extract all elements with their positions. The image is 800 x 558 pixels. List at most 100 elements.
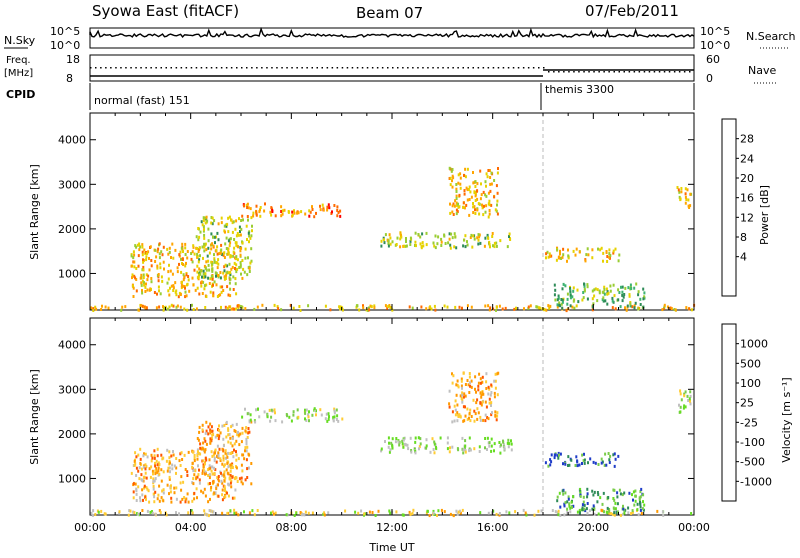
echo-cell <box>478 372 481 376</box>
echo-cell <box>425 231 428 235</box>
echo-cell <box>217 475 220 478</box>
echo-cell <box>180 257 182 261</box>
echo-cell <box>469 419 472 423</box>
freq-dot <box>266 67 268 69</box>
echo-cell <box>471 245 474 249</box>
echo-cell <box>132 250 135 254</box>
echo-cell <box>325 412 328 416</box>
echo-cell <box>133 253 136 257</box>
echo-cell <box>248 266 251 270</box>
echo-cell <box>198 235 201 239</box>
freq-dot <box>402 67 404 69</box>
echo-cell <box>235 439 238 443</box>
echo-cell <box>419 242 422 246</box>
freq-dot <box>220 67 223 69</box>
echo-cell <box>198 468 200 472</box>
echo-cell <box>453 419 456 423</box>
echo-cell <box>222 289 225 292</box>
echo-cell <box>135 267 138 270</box>
echo-cell <box>494 410 497 414</box>
echo-cell <box>224 277 227 280</box>
echo-cell <box>679 410 682 414</box>
echo-cell <box>172 284 175 288</box>
echo-cell <box>488 209 491 212</box>
echo-cell <box>241 431 244 435</box>
echo-cell <box>468 411 471 415</box>
freq-dot <box>90 67 92 69</box>
freq-dot <box>543 67 545 69</box>
echo-cell <box>636 502 639 506</box>
echo-cell <box>229 473 232 477</box>
echo-cell <box>223 470 226 474</box>
echo-cell <box>224 242 227 246</box>
echo-cell <box>224 451 227 455</box>
echo-cell <box>188 289 191 293</box>
echo-cell <box>145 258 148 262</box>
echo-cell <box>252 214 255 218</box>
freq-dot <box>381 67 384 69</box>
echo-cell <box>593 507 596 511</box>
echo-cell <box>146 509 149 513</box>
echo-cell <box>425 243 428 247</box>
echo-cell <box>592 493 595 497</box>
echo-cell <box>451 420 454 424</box>
echo-cell <box>208 464 211 468</box>
echo-cell <box>432 511 435 515</box>
echo-cell <box>229 436 232 440</box>
echo-cell <box>628 491 631 495</box>
freq-dot <box>296 67 298 69</box>
echo-cell <box>156 447 159 451</box>
echo-cell <box>384 233 387 237</box>
cpid-mode-themis: themis 3300 <box>545 83 614 96</box>
echo-cell <box>544 461 547 465</box>
echo-cell <box>464 175 467 179</box>
echo-cell <box>321 203 324 207</box>
echo-cell <box>259 214 262 218</box>
echo-cell <box>157 247 160 251</box>
echo-cell <box>600 457 603 461</box>
echo-cell <box>202 459 205 463</box>
echo-cell <box>157 279 160 283</box>
echo-cell <box>234 227 237 231</box>
freq-dot <box>442 67 444 69</box>
echo-cell <box>457 202 459 206</box>
echo-cell <box>402 513 405 517</box>
echo-cell <box>203 284 206 288</box>
echo-cell <box>606 260 609 263</box>
colorbar-tick-label: -25 <box>740 416 758 429</box>
echo-cell <box>138 242 141 246</box>
echo-cell <box>627 511 630 515</box>
echo-cell <box>453 404 456 408</box>
echo-cell <box>206 254 209 258</box>
echo-cell <box>159 511 162 515</box>
echo-cell <box>245 440 248 444</box>
echo-cell <box>454 199 457 203</box>
echo-cell <box>355 304 358 308</box>
echo-cell <box>328 206 331 210</box>
echo-cell <box>566 292 569 296</box>
echo-cell <box>489 176 492 179</box>
colorbar-tick-label: 28 <box>740 133 754 146</box>
echo-cell <box>450 232 453 236</box>
echo-cell <box>197 238 200 242</box>
echo-cell <box>514 510 517 514</box>
echo-cell <box>547 304 550 308</box>
echo-cell <box>389 511 392 515</box>
echo-cell <box>642 493 645 497</box>
echo-cell <box>405 237 407 240</box>
echo-cell <box>470 379 473 383</box>
freq-dot <box>497 67 500 69</box>
echo-cell <box>454 235 457 239</box>
echo-cell <box>140 467 143 471</box>
echo-cell <box>224 230 226 234</box>
echo-cell <box>158 472 161 476</box>
echo-cell <box>185 261 187 265</box>
echo-cell <box>170 454 173 458</box>
echo-cell <box>245 426 248 430</box>
echo-cell <box>192 477 195 481</box>
freq-dot <box>145 67 147 69</box>
echo-cell <box>452 176 455 180</box>
echo-cell <box>494 413 497 417</box>
echo-cell <box>146 278 149 282</box>
echo-cell <box>635 282 638 286</box>
